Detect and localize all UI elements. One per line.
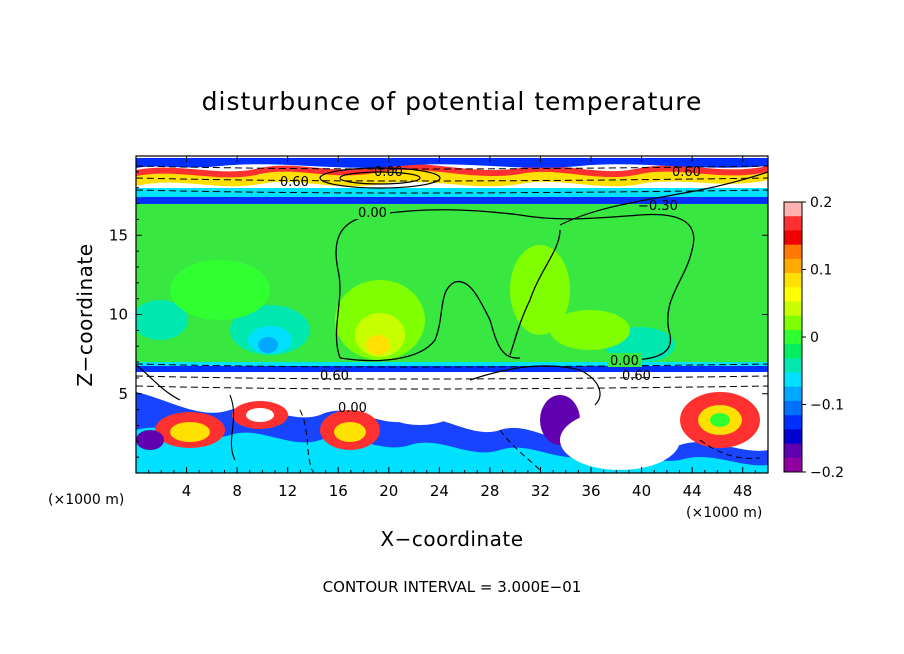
x-axis-label: X−coordinate — [380, 527, 523, 551]
x-tick-label: 40 — [632, 482, 651, 500]
field-yellow-patch — [366, 335, 390, 355]
contour-label: 0.60 — [280, 175, 309, 190]
colorbar-swatch — [784, 216, 802, 231]
contour-closed-loop — [319, 167, 441, 189]
y-axis: 5 10 15 — [109, 171, 768, 458]
field-yellow-patch — [334, 422, 366, 442]
field-purple-patch — [136, 430, 164, 450]
x-tick-label: 32 — [531, 482, 550, 500]
x-unit-label-left: (×1000 m) — [48, 492, 124, 508]
contour-label: 0.00 — [610, 354, 639, 369]
contour-zero-line — [509, 229, 561, 356]
field-white-patch — [246, 408, 274, 422]
x-tick-label: 16 — [329, 482, 348, 500]
y-tick-label: 15 — [109, 226, 128, 244]
x-tick-label: 4 — [182, 482, 192, 500]
x-tick-label: 36 — [581, 482, 600, 500]
colorbar-swatch — [784, 443, 802, 459]
colorbar-swatch — [784, 372, 802, 388]
colorbar-swatch — [784, 358, 802, 374]
colorbar-swatch — [784, 386, 802, 402]
colorbar-swatch — [784, 457, 802, 473]
colorbar-swatch — [784, 258, 802, 274]
colorbar-swatch — [784, 244, 802, 260]
contour-line — [229, 394, 236, 461]
field-lower-cyan — [136, 362, 768, 368]
contour-label: 0.00 — [374, 165, 403, 180]
colorbar-swatch — [784, 230, 802, 246]
x-tick-label: 24 — [430, 482, 449, 500]
contour-closed-loop — [339, 171, 421, 185]
contour-dashed-line — [136, 385, 768, 390]
contour-label: 0.00 — [338, 401, 367, 416]
colorbar-tick-label: −0.2 — [810, 465, 844, 481]
field-lower-blue — [136, 366, 768, 372]
contour-line — [559, 171, 768, 226]
field-white-patch — [560, 410, 680, 470]
contour-dashed-line — [136, 375, 768, 380]
contour-label: 0.60 — [672, 165, 701, 180]
contour-dashed-line — [136, 363, 768, 368]
plot-area: 0.00 0.00 0.00 0.60 0.60 0.60 0.60 −0.30… — [136, 156, 768, 473]
colorbar-swatch — [784, 273, 802, 288]
contour-interval-text: CONTOUR INTERVAL = 3.000E−01 — [323, 578, 582, 596]
contour-label: 0.60 — [320, 369, 349, 384]
field-green-patch — [710, 413, 730, 427]
colorbar-swatch — [784, 202, 802, 217]
field-cyan-patch — [136, 300, 188, 340]
contour-label: −0.30 — [638, 199, 678, 214]
colorbar-tick-label: 0.1 — [810, 263, 832, 279]
x-tick-label: 44 — [683, 482, 702, 500]
y-tick-label: 5 — [118, 385, 128, 403]
field-blue-patch — [258, 337, 278, 353]
x-axis: 4 8 12 16 20 24 28 32 36 40 44 48 — [148, 156, 756, 500]
field-yellow-patch — [170, 422, 210, 442]
contour-zero-line — [335, 209, 695, 361]
x-tick-label: 8 — [232, 482, 242, 500]
contour-label: 0.60 — [622, 369, 651, 384]
colorbar-tick-label: 0.2 — [810, 195, 832, 211]
contour-zero-line — [339, 281, 521, 362]
colorbar-swatch — [784, 315, 802, 331]
colorbar-swatch — [784, 400, 802, 416]
colorbar-tick-label: 0 — [810, 330, 819, 346]
field-lower-white — [136, 372, 768, 392]
field-upper-cyan — [136, 188, 768, 198]
colorbar-swatch — [784, 329, 802, 345]
contour-dashed-line — [136, 165, 768, 170]
field-yellowgreen-patch — [550, 310, 630, 350]
colorbar-swatch — [784, 429, 802, 445]
colorbar-swatch — [784, 301, 802, 317]
contour-dashed-line — [136, 189, 768, 194]
field-upper-blue — [136, 158, 768, 168]
x-tick-label: 12 — [278, 482, 297, 500]
colorbar: 0.2 0.1 0 −0.1 −0.2 — [783, 195, 844, 481]
chart-title: disturbunce of potential temperature — [202, 87, 703, 116]
contour-line — [299, 409, 761, 471]
field-tropopause-blue — [136, 197, 768, 204]
colorbar-swatch — [784, 287, 802, 302]
contour-line — [136, 364, 601, 406]
x-tick-label: 20 — [379, 482, 398, 500]
colorbar-swatch — [784, 415, 802, 430]
x-tick-label: 48 — [733, 482, 752, 500]
field-white-patch — [385, 395, 455, 425]
x-tick-label: 28 — [480, 482, 499, 500]
colorbar-tick-label: −0.1 — [810, 398, 844, 414]
field-upper-yellow — [136, 169, 768, 187]
colorbar-swatch — [784, 344, 802, 359]
y-tick-label: 10 — [109, 306, 128, 324]
field-green-patch — [170, 260, 270, 320]
contour-label: 0.00 — [358, 206, 387, 221]
x-unit-label-right: (×1000 m) — [686, 505, 762, 521]
y-axis-label: Z−coordinate — [73, 243, 97, 386]
contour-labels: 0.00 0.00 0.00 0.60 0.60 0.60 0.60 −0.30… — [280, 165, 701, 416]
